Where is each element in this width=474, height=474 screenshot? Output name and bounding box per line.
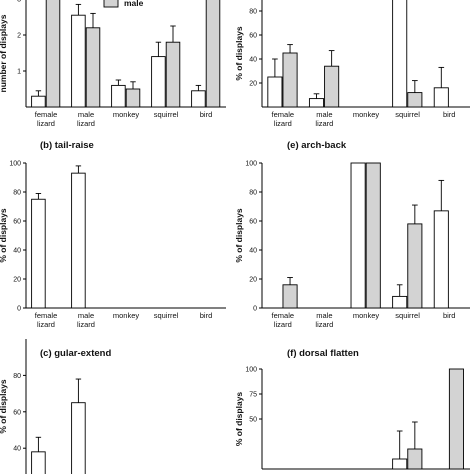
panel-title: (f) dorsal flatten	[287, 348, 359, 359]
y-tick-label: 60	[13, 409, 21, 416]
y-tick-label: 80	[13, 373, 21, 380]
category-label: male lizard	[77, 311, 95, 329]
y-axis-label: number of displays	[0, 14, 8, 92]
bar-squirrel-female	[151, 56, 166, 108]
bar-bird-female	[191, 90, 206, 108]
y-tick-label: 40	[249, 57, 257, 64]
category-label: bird	[200, 110, 213, 119]
panel-a: 1 2 3 number of displays female lizard male liz…	[0, 0, 226, 128]
category-label: female lizard	[272, 110, 295, 128]
bar-male-lizard-male	[85, 27, 101, 108]
y-tick-label: 100	[9, 161, 21, 168]
y-tick-label: 1	[17, 69, 21, 76]
y-tick-label: 80	[249, 190, 257, 197]
legend-male-label: male	[124, 0, 144, 8]
y-tick-label: 0	[253, 306, 257, 313]
y-tick-label: 40	[249, 248, 257, 255]
panel-title: (b) tail-raise	[40, 140, 94, 151]
bar-squirrel-male	[407, 92, 423, 108]
y-tick-label: 50	[249, 417, 257, 424]
bar-monkey-female	[350, 162, 366, 309]
panel-c: (c) gular-extend 40 60 80 % of displays	[0, 339, 111, 474]
y-tick-label: 60	[13, 219, 21, 226]
bar-female-lizard-male	[282, 52, 298, 108]
category-label: female lizard	[35, 311, 58, 329]
y-tick-label: 40	[13, 446, 21, 453]
y-tick-label: 80	[13, 190, 21, 197]
bar-male-lizard-female	[308, 98, 325, 108]
y-axis-label: % of displays	[234, 208, 244, 263]
y-tick-label: 20	[249, 277, 257, 284]
category-label: monkey	[113, 110, 140, 119]
y-tick-label: 80	[249, 9, 257, 16]
y-tick-label: 75	[249, 392, 257, 399]
category-label: monkey	[353, 311, 380, 320]
bar-bird-female	[433, 87, 449, 108]
category-label: male lizard	[315, 110, 333, 128]
y-tick-label: 20	[249, 81, 257, 88]
y-tick-label: 60	[249, 219, 257, 226]
category-label: male lizard	[315, 311, 333, 329]
bar-female-lizard-male	[282, 284, 298, 309]
category-label: squirrel	[154, 311, 179, 320]
bar-female-lizard-female	[31, 95, 46, 108]
y-tick-label: 100	[245, 367, 257, 374]
bar-female-lizard-female	[31, 451, 46, 474]
y-axis-label: % of displays	[0, 208, 8, 263]
bar-bird-female	[433, 210, 449, 309]
panel-e: (e) arch-back 0 20 40 60 80 100 % of displays fe…	[234, 140, 470, 329]
bar-male-lizard-male	[324, 65, 340, 108]
panel-f: (f) dorsal flatten 50 75 100 % of displays	[234, 348, 470, 470]
y-axis-label: % of displays	[234, 392, 244, 447]
panel-title: (e) arch-back	[287, 140, 347, 151]
y-axis-label: % of displays	[0, 379, 8, 434]
bar-monkey-male	[125, 88, 141, 108]
bar-squirrel-female	[392, 0, 408, 108]
bar-monkey-male	[365, 162, 381, 309]
bar-female-lizard-male	[45, 0, 61, 108]
category-label: bird	[443, 311, 456, 320]
category-label: bird	[443, 110, 456, 119]
bar-squirrel-male	[165, 41, 181, 108]
y-tick-label: 3	[17, 0, 21, 4]
bar-female-lizard-female	[267, 76, 283, 108]
panel-d: 20 40 60 80 % of displays female lizard male liz…	[234, 0, 470, 128]
bar-bird-male	[448, 368, 464, 470]
bar-male-lizard-female	[71, 402, 86, 474]
bar-squirrel-female	[392, 458, 408, 470]
category-label: bird	[200, 311, 213, 320]
y-tick-label: 40	[13, 248, 21, 255]
bar-monkey-female	[111, 84, 126, 108]
bar-male-lizard-female	[71, 14, 86, 108]
category-label: male lizard	[77, 110, 95, 128]
legend-male-swatch	[103, 0, 119, 8]
category-label: squirrel	[395, 110, 420, 119]
category-label: female lizard	[35, 110, 58, 128]
category-label: monkey	[353, 110, 380, 119]
bar-squirrel-male	[407, 223, 423, 309]
y-tick-label: 2	[17, 33, 21, 40]
bar-squirrel-female	[392, 295, 408, 309]
bar-female-lizard-female	[31, 198, 46, 309]
category-label: monkey	[113, 311, 140, 320]
bar-squirrel-male	[407, 448, 423, 470]
category-label: squirrel	[395, 311, 420, 320]
bar-bird-male	[205, 0, 221, 108]
y-axis-label: % of displays	[234, 26, 244, 81]
y-tick-label: 100	[245, 161, 257, 168]
y-tick-label: 60	[249, 33, 257, 40]
category-label: female lizard	[272, 311, 295, 329]
category-label: squirrel	[154, 110, 179, 119]
bar-male-lizard-female	[71, 172, 86, 309]
y-tick-label: 20	[13, 277, 21, 284]
legend: male	[103, 0, 144, 8]
panel-b: (b) tail-raise 0 20 40 60 80 100 % of displays f…	[0, 140, 226, 329]
y-tick-label: 0	[17, 306, 21, 313]
panel-title: (c) gular-extend	[40, 348, 111, 359]
